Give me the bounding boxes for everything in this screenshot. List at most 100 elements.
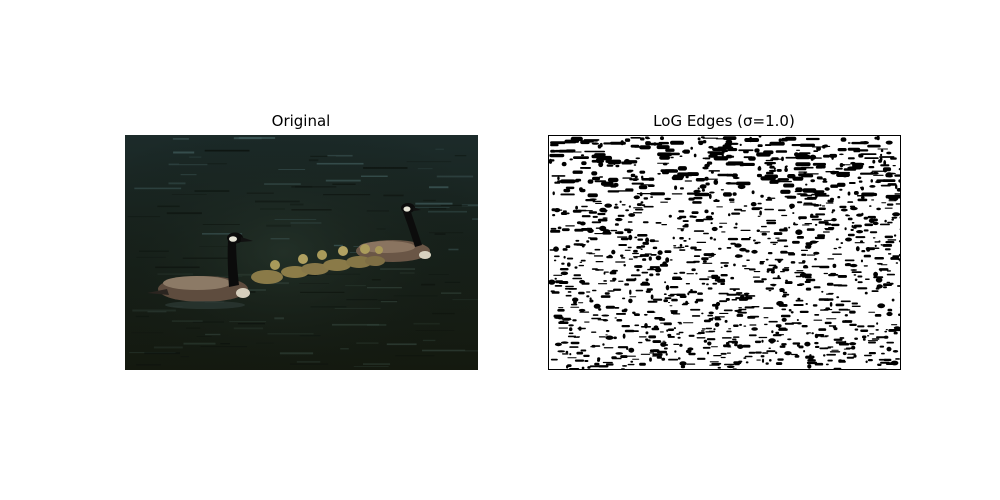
edge-stroke [624,329,635,333]
edge-stroke [669,305,673,307]
edge-stroke [823,178,827,182]
edge-stroke [784,322,795,325]
edge-stroke [795,299,804,302]
edge-stroke [773,265,778,269]
edge-blob [860,186,862,189]
edge-blob [859,141,865,144]
edge-blob [810,213,814,218]
edge-blob [587,228,594,233]
edge-blob [679,343,683,347]
edge-stroke [652,298,663,301]
edge-stroke [800,249,808,251]
edge-stroke [736,314,744,317]
edge-blob [854,337,858,340]
edge-blob [708,145,714,149]
edge-stroke [661,224,667,226]
ripple [204,149,250,152]
edge-stroke [665,353,668,356]
edge-stroke [550,143,559,147]
edge-stroke [613,336,617,340]
edge-stroke [702,262,713,264]
ripple [371,279,381,281]
edge-stroke [848,182,856,184]
edge-stroke [757,215,761,217]
edge-stroke [721,337,732,339]
ripple [299,283,330,284]
edge-stroke [794,355,800,358]
edge-stroke [773,167,776,170]
edge-stroke [605,330,610,333]
edge-blob [751,327,758,331]
edge-blob [890,360,899,366]
edge-stroke [796,270,804,272]
edge-stroke [792,212,795,214]
edge-blob [886,151,892,155]
edge-stroke [820,309,829,311]
edge-stroke [801,325,808,328]
edge-stroke [562,210,567,213]
edge-blob [779,288,785,291]
ripple [376,228,386,230]
edge-stroke [867,335,870,337]
edge-stroke [560,193,575,196]
edge-stroke [613,206,619,209]
edge-blob [721,149,729,153]
edge-stroke [768,264,777,267]
edge-stroke [782,291,788,294]
edge-stroke [894,174,900,177]
edge-blob [709,191,715,194]
edge-stroke [899,258,900,262]
edge-stroke [823,154,830,158]
edge-blob [850,161,856,165]
edge-blob [893,326,900,330]
edge-stroke [727,237,739,241]
edge-stroke [828,273,836,277]
edge-stroke [591,344,596,348]
edge-stroke [620,355,628,358]
edge-stroke [726,330,732,333]
edge-blob [668,214,672,218]
edge-stroke [804,223,812,225]
edge-stroke [882,179,896,182]
edge-stroke [645,331,649,335]
edge-stroke [753,271,761,273]
edge-blob [706,217,714,221]
edge-stroke [632,330,639,332]
edge-stroke [884,207,893,209]
edge-stroke [731,212,741,215]
edge-blob [625,209,629,212]
edge-stroke [811,332,814,335]
edge-stroke [706,161,713,165]
edge-stroke [688,352,696,356]
edge-stroke [846,356,855,359]
ripple [132,309,176,312]
edge-stroke [588,253,596,255]
ripple [440,204,468,206]
ripple [199,246,237,247]
edge-blob [845,237,852,242]
edge-stroke [792,240,800,244]
ripple [428,210,467,213]
edge-stroke [788,226,791,229]
edge-stroke [679,271,686,274]
edge-stroke [832,311,840,313]
edge-stroke [798,345,804,349]
edge-stroke [777,358,784,361]
edge-stroke [559,320,565,323]
edge-stroke [697,357,706,360]
edge-stroke [722,136,737,140]
edge-stroke [893,331,898,335]
edge-blob [849,342,857,346]
edge-stroke [570,306,580,308]
original-panel-title: Original [271,112,331,130]
edge-stroke [783,293,790,296]
edge-stroke [633,257,638,259]
edge-stroke [788,252,796,256]
edge-stroke [772,277,782,280]
edge-stroke [853,224,862,228]
edge-blob [873,192,878,197]
edge-blob [633,195,640,200]
log-edges-canvas [549,136,900,369]
edge-stroke [630,173,636,178]
edge-stroke [550,227,557,230]
